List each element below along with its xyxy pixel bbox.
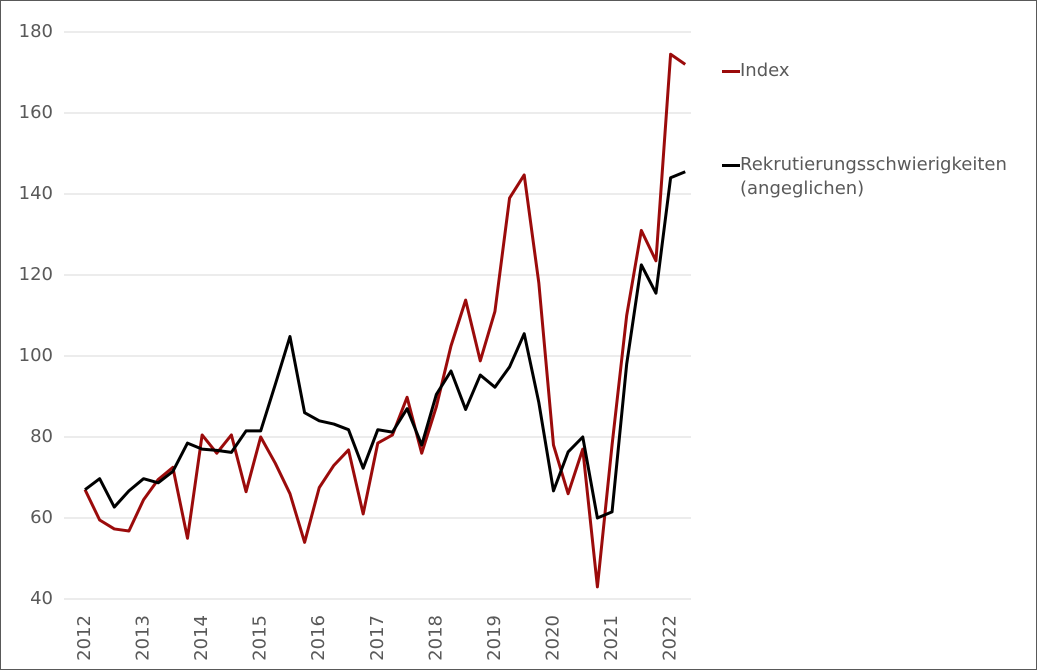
- y-tick-label: 140: [19, 183, 53, 204]
- y-tick-label: 160: [19, 102, 53, 123]
- x-tick-label: 2013: [133, 615, 154, 661]
- legend-item: Rekrutierungsschwierigkeiten (angegliche…: [722, 153, 1036, 201]
- x-tick-label: 2012: [74, 615, 95, 661]
- x-tick-label: 2015: [250, 615, 271, 661]
- y-tick-label: 120: [19, 264, 53, 285]
- legend-swatch: [722, 164, 740, 167]
- y-tick-label: 40: [30, 588, 53, 609]
- legend-label: Rekrutierungsschwierigkeiten (angegliche…: [740, 154, 1007, 199]
- y-tick-label: 60: [30, 507, 53, 528]
- legend-label: Index: [740, 60, 790, 81]
- x-tick-label: 2022: [660, 615, 681, 661]
- x-tick-label: 2021: [601, 615, 622, 661]
- x-tick-label: 2020: [542, 615, 563, 661]
- y-tick-label: 100: [19, 345, 53, 366]
- series-line: [83, 52, 687, 589]
- x-tick-label: 2016: [308, 615, 329, 661]
- series-line: [84, 170, 686, 520]
- y-tick-label: 180: [19, 21, 53, 42]
- legend-item: Index: [722, 59, 1036, 83]
- x-tick-label: 2018: [425, 615, 446, 661]
- legend-swatch: [722, 70, 740, 73]
- y-tick-label: 80: [30, 426, 53, 447]
- x-tick-label: 2014: [191, 615, 212, 661]
- x-tick-label: 2019: [484, 615, 505, 661]
- x-tick-label: 2017: [367, 615, 388, 661]
